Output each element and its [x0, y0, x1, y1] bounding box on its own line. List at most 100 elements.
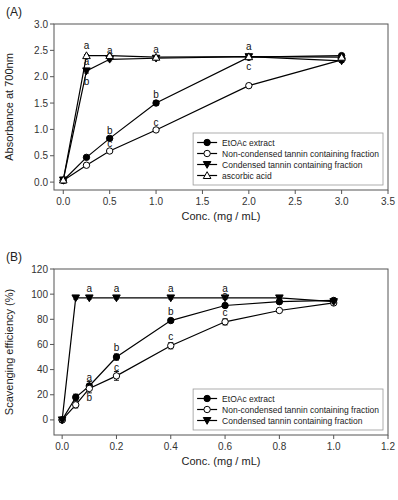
- error-bar: [168, 343, 173, 349]
- legend-label: EtOAc extract: [222, 394, 275, 404]
- annotation: c: [246, 61, 251, 72]
- error-bar: [73, 394, 78, 400]
- data-point: [59, 417, 65, 423]
- data-point: [153, 100, 159, 106]
- y-tick-label: 2.0: [34, 71, 48, 82]
- data-point: [113, 354, 119, 360]
- legend-label: EtOAc extract: [222, 138, 275, 148]
- annotation: c: [107, 138, 112, 149]
- y-tick: [50, 344, 54, 345]
- y-tick: [50, 319, 54, 320]
- y-axis-label: Absorbance at 700nm: [3, 53, 15, 161]
- data-point: [59, 177, 67, 184]
- data-point: [276, 295, 284, 302]
- legend-item: Condensed tannin containing fraction: [197, 160, 363, 170]
- legend-box: [193, 133, 383, 185]
- x-tick: [279, 435, 280, 439]
- y-tick: [50, 129, 54, 130]
- panel-title: (A): [6, 5, 22, 19]
- legend-label: Condensed tannin containing fraction: [222, 416, 363, 426]
- legend-label: Condensed tannin containing fraction: [222, 160, 363, 170]
- data-point: [168, 343, 174, 349]
- annotation: a: [222, 290, 228, 301]
- x-axis-label: Conc. (mg / mL): [182, 210, 261, 222]
- legend-label: ascorbic acid: [222, 171, 272, 181]
- data-point: [167, 295, 175, 302]
- data-point: [245, 54, 253, 61]
- x-tick: [63, 190, 64, 194]
- data-point: [113, 295, 121, 302]
- annotation: c: [154, 117, 159, 128]
- data-point: [73, 402, 79, 408]
- y-tick: [50, 419, 54, 420]
- data-point: [338, 53, 346, 60]
- annotation: a: [87, 372, 93, 383]
- data-point: [246, 82, 252, 88]
- y-axis-label: Scavenging efficiency (%): [3, 289, 15, 415]
- annotation: b: [153, 89, 159, 100]
- data-point: [83, 162, 89, 168]
- annotation: a: [84, 56, 90, 67]
- y-tick: [50, 369, 54, 370]
- annotation: a: [168, 283, 174, 294]
- y-tick-label: 20: [37, 389, 49, 400]
- x-tick: [333, 435, 334, 439]
- y-tick-label: 3.0: [34, 19, 48, 30]
- x-tick: [388, 190, 389, 194]
- panel: (B)0.00.20.40.60.81.01.2020406080100120C…: [3, 250, 395, 467]
- legend-item: EtOAc extract: [197, 138, 275, 148]
- x-tick-label: 2.5: [288, 196, 302, 207]
- x-tick-label: 0.8: [272, 441, 286, 452]
- x-tick-label: 1.0: [327, 441, 341, 452]
- y-tick-label: 120: [31, 264, 48, 275]
- x-tick: [248, 190, 249, 194]
- data-point: [330, 299, 338, 306]
- x-tick-label: 1.2: [381, 441, 395, 452]
- annotation: c: [223, 307, 228, 318]
- y-tick-label: 1.5: [34, 98, 48, 109]
- x-tick: [170, 435, 171, 439]
- plot-frame: [54, 269, 388, 435]
- y-tick-label: 40: [37, 364, 49, 375]
- x-tick: [202, 190, 203, 194]
- y-tick: [50, 76, 54, 77]
- y-tick: [50, 155, 54, 156]
- data-point: [222, 319, 228, 325]
- annotation: a: [153, 44, 159, 55]
- annotation: b: [114, 342, 120, 353]
- y-tick-label: 1.0: [34, 124, 48, 135]
- annotation: a: [84, 40, 90, 51]
- data-point: [58, 417, 66, 424]
- data-point: [73, 394, 79, 400]
- y-tick: [50, 182, 54, 183]
- annotation: a: [107, 45, 113, 56]
- x-axis-label: Conc. (mg / mL): [182, 455, 261, 467]
- legend-item: Non-condensed tannin containing fraction: [197, 149, 379, 159]
- y-tick: [50, 103, 54, 104]
- data-point: [72, 295, 80, 302]
- y-tick-label: 0.0: [34, 177, 48, 188]
- x-tick: [225, 435, 226, 439]
- y-tick-label: 100: [31, 289, 48, 300]
- data-point: [276, 307, 282, 313]
- annotation: b: [168, 306, 174, 317]
- plot-frame: [54, 24, 388, 190]
- error-bar: [73, 402, 78, 408]
- y-tick-label: 60: [37, 339, 49, 350]
- legend: EtOAc extractNon-condensed tannin contai…: [193, 133, 383, 185]
- legend-item: Condensed tannin containing fraction: [197, 416, 363, 426]
- y-tick: [50, 24, 54, 25]
- panel-title: (B): [6, 250, 22, 264]
- x-tick: [116, 435, 117, 439]
- legend-item: ascorbic acid: [197, 171, 272, 181]
- panel: (A)0.00.51.01.52.02.53.03.50.00.51.01.52…: [3, 5, 395, 222]
- legend-label: Non-condensed tannin containing fraction: [222, 149, 379, 159]
- x-tick: [62, 435, 63, 439]
- legend-box: [193, 389, 383, 430]
- data-point: [86, 295, 94, 302]
- x-tick-label: 0.6: [218, 441, 232, 452]
- x-tick: [341, 190, 342, 194]
- x-tick-label: 3.0: [335, 196, 349, 207]
- x-tick-label: 2.0: [242, 196, 256, 207]
- legend-item: EtOAc extract: [197, 394, 275, 404]
